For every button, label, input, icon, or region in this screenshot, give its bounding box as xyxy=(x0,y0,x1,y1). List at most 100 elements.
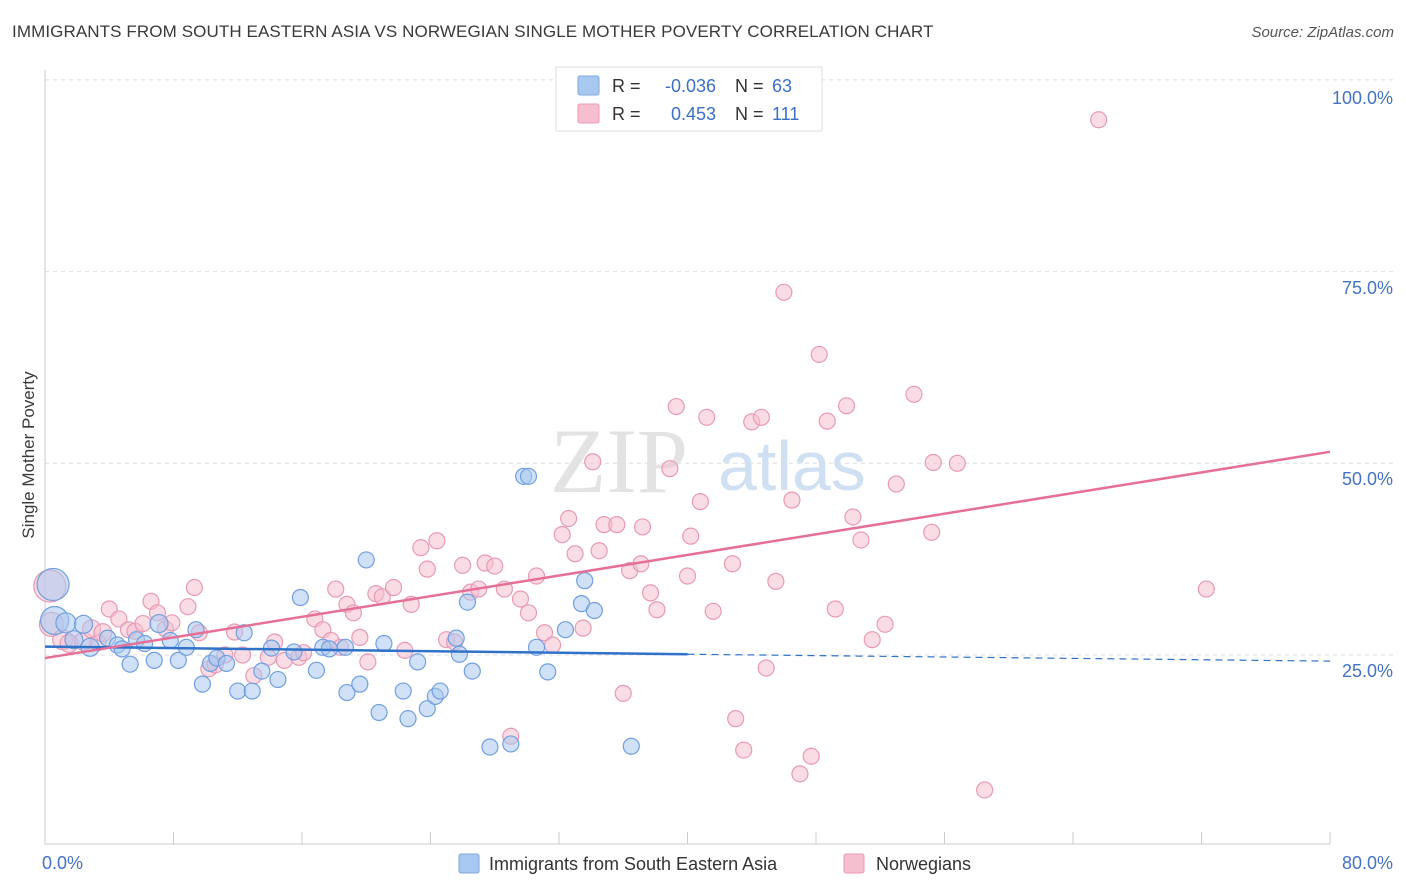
norwegian-point-62 xyxy=(553,526,571,544)
source-label: Source: ZipAtlas.com xyxy=(1251,24,1394,41)
sea-immigrants-points xyxy=(36,467,640,756)
sea-point-42 xyxy=(418,700,436,718)
norwegian-point-90 xyxy=(775,283,793,301)
norwegian-point-91 xyxy=(783,491,801,509)
norwegian-point-107 xyxy=(976,781,994,799)
sea-point-46 xyxy=(450,645,469,663)
sea-point-58 xyxy=(585,601,603,620)
sea-point-23 xyxy=(229,682,247,700)
norwegian-point-82 xyxy=(704,602,722,620)
norwegian-point-77 xyxy=(667,397,685,416)
legend-r-label-blue: R = xyxy=(612,76,641,96)
norwegian-point-108 xyxy=(1090,111,1108,129)
norwegian-point-94 xyxy=(810,345,828,364)
y-axis-label: Single Mother Poverty xyxy=(19,371,38,539)
sea-point-34 xyxy=(338,683,356,702)
norwegian-point-9 xyxy=(110,610,128,628)
norwegian-point-17 xyxy=(179,598,197,616)
y-tick-label-50: 50.0% xyxy=(1342,469,1393,489)
norwegian-point-45 xyxy=(412,539,430,557)
sea-point-40 xyxy=(399,710,417,728)
x-axis-ticks xyxy=(44,832,1331,844)
norwegian-point-80 xyxy=(691,493,709,511)
sea-point-30 xyxy=(307,661,326,679)
sea-point-44 xyxy=(431,682,449,700)
norwegian-point-12 xyxy=(134,614,152,633)
norwegian-point-84 xyxy=(727,710,745,728)
norwegian-point-66 xyxy=(584,453,602,471)
norwegian-point-63 xyxy=(560,509,578,528)
norwegian-point-57 xyxy=(511,590,530,608)
legend-n-label-pink: N = xyxy=(735,104,764,124)
norwegian-point-70 xyxy=(614,684,632,702)
norwegian-point-101 xyxy=(876,615,894,633)
norwegian-point-98 xyxy=(844,508,862,526)
norwegian-point-85 xyxy=(735,741,753,759)
norwegian-point-78 xyxy=(678,567,697,585)
sea-point-12 xyxy=(145,651,163,669)
gridlines xyxy=(45,79,1393,656)
sea-point-41 xyxy=(409,653,427,671)
sea-point-28 xyxy=(285,643,303,661)
sea-point-0 xyxy=(36,567,70,602)
y-axis-tick-labels: 25.0% 50.0% 75.0% 100.0% xyxy=(1332,88,1393,681)
legend-r-label-pink: R = xyxy=(612,104,641,124)
y-tick-label-25: 25.0% xyxy=(1342,661,1393,681)
sea-point-27 xyxy=(269,670,287,689)
norwegian-point-18 xyxy=(185,578,203,597)
norwegian-point-105 xyxy=(924,453,942,472)
sea-point-49 xyxy=(481,738,499,756)
sea-point-55 xyxy=(556,621,575,639)
legend-n-label-blue: N = xyxy=(735,76,764,96)
sea-point-9 xyxy=(121,655,139,673)
y-tick-label-75: 75.0% xyxy=(1342,278,1393,298)
legend-n-value-blue: 63 xyxy=(772,76,792,96)
sea-point-39 xyxy=(394,682,412,700)
sea-point-47 xyxy=(458,593,477,611)
norwegian-point-106 xyxy=(948,454,966,472)
legend-r-value-pink: 0.453 xyxy=(671,104,716,124)
norwegian-point-76 xyxy=(661,460,679,478)
sea-point-48 xyxy=(463,662,481,680)
sea-point-24 xyxy=(243,682,261,700)
legend-swatch-blue xyxy=(577,75,600,96)
trend-lines xyxy=(44,450,1331,662)
norwegian-point-67 xyxy=(590,542,608,560)
sea-point-3 xyxy=(73,614,94,634)
norwegian-point-95 xyxy=(818,412,836,430)
norwegian-point-87 xyxy=(752,408,770,426)
series-legend-label-blue: Immigrants from South Eastern Asia xyxy=(489,854,778,874)
norwegian-point-50 xyxy=(454,556,472,574)
norwegian-point-79 xyxy=(682,527,700,545)
chart-title: IMMIGRANTS FROM SOUTH EASTERN ASIA VS NO… xyxy=(12,22,934,41)
norwegian-trend-line xyxy=(44,450,1331,660)
norwegian-point-88 xyxy=(757,659,775,677)
norwegian-point-99 xyxy=(852,531,870,549)
norwegian-point-64 xyxy=(566,545,584,563)
norwegian-point-24 xyxy=(233,646,252,664)
series-legend-label-pink: Norwegians xyxy=(876,854,971,874)
sea-point-4 xyxy=(64,630,84,650)
norwegian-point-100 xyxy=(863,631,881,649)
norwegian-point-60 xyxy=(535,624,554,642)
sea-trend-line xyxy=(44,645,688,656)
norwegian-point-38 xyxy=(351,628,369,646)
norwegian-point-104 xyxy=(923,523,941,541)
watermark-zip: ZIP xyxy=(550,410,688,512)
sea-point-8 xyxy=(113,640,131,658)
norwegian-point-58 xyxy=(519,604,538,622)
norwegian-point-34 xyxy=(327,580,345,598)
sea-point-50 xyxy=(502,735,520,753)
sea-point-36 xyxy=(357,551,375,569)
sea-point-18 xyxy=(193,675,212,693)
norwegian-point-81 xyxy=(698,408,716,426)
sea-point-52 xyxy=(519,467,538,485)
sea-point-57 xyxy=(576,572,594,590)
sea-point-21 xyxy=(217,654,236,673)
sea-point-29 xyxy=(291,588,309,607)
norwegian-point-74 xyxy=(641,584,660,602)
norwegian-point-96 xyxy=(826,600,844,618)
x-tick-label-max: 80.0% xyxy=(1342,853,1393,873)
norwegian-point-46 xyxy=(418,560,436,578)
y-tick-label-100: 100.0% xyxy=(1332,88,1393,108)
